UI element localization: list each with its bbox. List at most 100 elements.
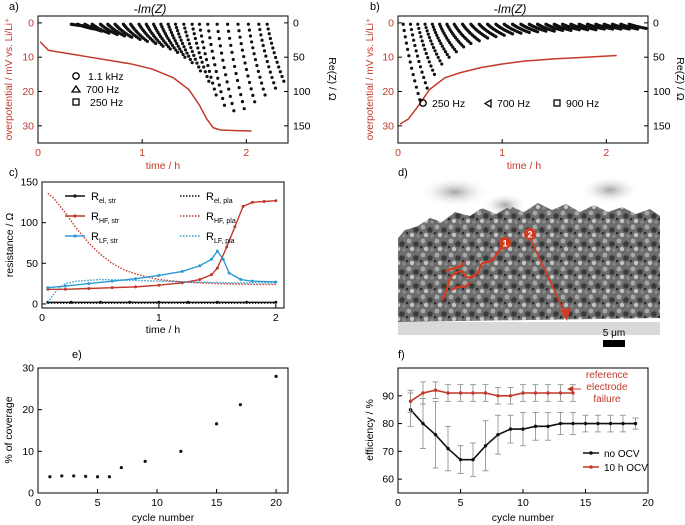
efficiency-point [508, 394, 513, 398]
panel-e: e) 0 10 20 30 0 5 10 15 20 cycle number % of co… [3, 349, 289, 524]
a-left-y-tick-label-10: 10 [22, 52, 34, 64]
spectrum-2 [408, 22, 429, 90]
impedance-point [202, 46, 206, 50]
impedance-point [179, 50, 183, 54]
efficiency-line [410, 389, 573, 402]
impedance-point [421, 43, 426, 47]
impedance-point [422, 75, 426, 80]
impedance-point [240, 100, 245, 104]
panel-b-legend-label-1: 250 Hz [432, 98, 465, 110]
c-y-tick-label-150: 150 [20, 177, 38, 189]
b-left-y-tick-label-10: 10 [382, 52, 394, 64]
panel-e-points [48, 374, 278, 479]
impedance-point [426, 56, 430, 60]
legend-marker-5 [73, 234, 77, 238]
efficiency-point [421, 421, 425, 426]
impedance-point [268, 70, 272, 74]
spectrum-13 [494, 22, 515, 36]
spectrum-9 [460, 22, 481, 43]
panel-b-label: b) [370, 1, 380, 13]
impedance-point [423, 22, 427, 26]
efficiency-point [608, 421, 613, 426]
impedance-point [477, 39, 481, 43]
efficiency-point [533, 391, 538, 395]
a-right-y-tick-label-150: 150 [293, 120, 311, 132]
sem-arrow-2-line [529, 237, 568, 319]
sem-red-trace [441, 245, 505, 301]
impedance-point [268, 36, 272, 41]
impedance-point [224, 73, 228, 77]
impedance-point [234, 71, 238, 76]
impedance-point [230, 50, 234, 54]
spectrum-9 [129, 22, 149, 44]
impedance-point [417, 26, 421, 31]
panel-c: c) 0 50 100 150 0 1 2 Rel, str Rel, pla RHF, st… [4, 167, 285, 336]
e-x-tick-label-5: 5 [95, 497, 101, 509]
impedance-point [249, 87, 253, 91]
impedance-point [240, 48, 244, 52]
impedance-point [535, 30, 540, 34]
panel-c-y-ticks: 0 50 100 150 [20, 177, 46, 310]
impedance-point [163, 32, 167, 36]
panel-e-xlabel: cycle number [132, 512, 195, 524]
impedance-point [214, 93, 218, 97]
spectrum-23 [246, 22, 267, 97]
impedance-point [510, 32, 515, 36]
coverage-point-20 [274, 374, 278, 378]
impedance-point [216, 29, 220, 34]
impedance-point [271, 46, 275, 50]
f-x-tick-label-15: 15 [580, 497, 592, 509]
legend-label-3: RHF, str [91, 211, 120, 225]
c-x-tick-label-2: 2 [273, 312, 279, 324]
impedance-point [413, 43, 417, 48]
impedance-point [406, 47, 410, 52]
impedance-point [237, 29, 241, 33]
panel-b-left-ticks: 0 10 20 30 [382, 17, 402, 132]
impedance-point [218, 44, 222, 48]
series-no-ocv [407, 392, 639, 477]
efficiency-point [446, 446, 450, 451]
efficiency-point [546, 424, 550, 429]
annotation-line-1: reference [586, 370, 629, 381]
panel-e-x-ticks: 0 5 10 15 20 [35, 489, 282, 509]
impedance-point [424, 25, 428, 30]
impedance-point [174, 25, 179, 30]
panel-a-legend-label-2: 700 Hz [86, 84, 119, 96]
spectrum-15 [510, 22, 531, 35]
series-point [225, 245, 229, 249]
panel-e-ylabel: % of coverage [3, 396, 15, 463]
panel-f-x-ticks: 0 5 10 15 20 [395, 489, 654, 509]
impedance-point [445, 52, 449, 57]
impedance-point [185, 51, 189, 55]
efficiency-point [521, 427, 525, 431]
impedance-point [213, 63, 217, 67]
panel-f-y-ticks: 60 70 80 90 [382, 390, 402, 486]
impedance-point [248, 34, 253, 38]
impedance-point [173, 39, 177, 43]
impedance-point [175, 29, 180, 33]
series-point [241, 204, 245, 208]
impedance-point [203, 70, 207, 74]
f-y-tick-label-90: 90 [382, 390, 394, 402]
legend-label-1: Rel, str [91, 191, 117, 205]
impedance-point [191, 27, 195, 31]
efficiency-point [471, 391, 475, 395]
legend-10h-ocv-label: 10 h OCV [604, 463, 648, 474]
efficiency-point [458, 457, 463, 462]
efficiency-point [571, 391, 575, 395]
impedance-point [409, 27, 414, 32]
impedance-point [485, 36, 490, 40]
impedance-point [469, 41, 473, 46]
panel-d-label: d) [398, 167, 408, 179]
spectrum-6 [438, 22, 458, 54]
impedance-point [431, 25, 435, 29]
legend-no-ocv-label: no OCV [604, 449, 640, 460]
spectrum-27 [610, 22, 631, 31]
impedance-point [187, 42, 192, 46]
spectrum-11 [144, 22, 165, 48]
impedance-point [178, 35, 182, 39]
impedance-point [423, 81, 427, 85]
impedance-point [418, 30, 422, 35]
b-right-y-tick-label-150: 150 [653, 120, 671, 132]
series-point [157, 283, 161, 287]
